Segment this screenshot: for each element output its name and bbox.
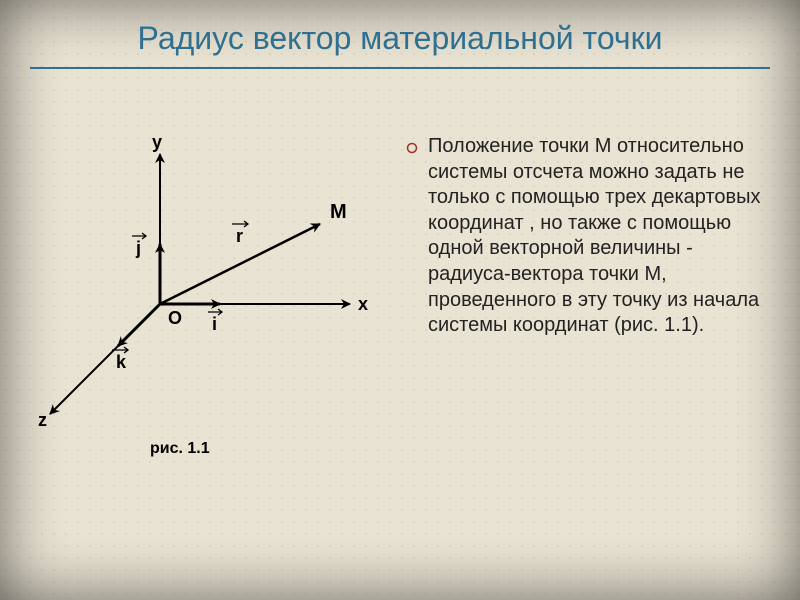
z-axis-label: z: [38, 410, 47, 430]
unit-i-label: i: [208, 309, 222, 334]
body-text-content: Положение точки М относительно системы о…: [428, 135, 761, 336]
text-column: Положение точки М относительно системы о…: [410, 134, 770, 580]
unit-j-label: j: [132, 233, 146, 258]
title-block: Радиус вектор материальной точки: [30, 20, 770, 69]
origin-label: O: [168, 308, 182, 328]
diagram-caption: рис. 1.1: [150, 440, 210, 458]
slide-title: Радиус вектор материальной точки: [30, 20, 770, 57]
x-axis-label: x: [358, 294, 368, 314]
content-row: x y z O i j k: [30, 134, 770, 580]
title-divider: [30, 67, 770, 69]
bullet-icon: [406, 142, 418, 154]
y-axis-label: y: [152, 134, 162, 152]
svg-text:j: j: [135, 238, 141, 258]
slide: Радиус вектор материальной точки: [0, 0, 800, 600]
unit-vector-k: [118, 304, 160, 346]
body-text: Положение точки М относительно системы о…: [410, 134, 770, 339]
svg-text:i: i: [212, 314, 217, 334]
point-m-label: M: [330, 201, 347, 223]
diagram-column: x y z O i j k: [30, 134, 390, 580]
r-vector-label: r: [232, 221, 248, 246]
axes-diagram: x y z O i j k: [30, 134, 390, 434]
svg-text:r: r: [236, 226, 243, 246]
svg-text:k: k: [116, 352, 127, 372]
